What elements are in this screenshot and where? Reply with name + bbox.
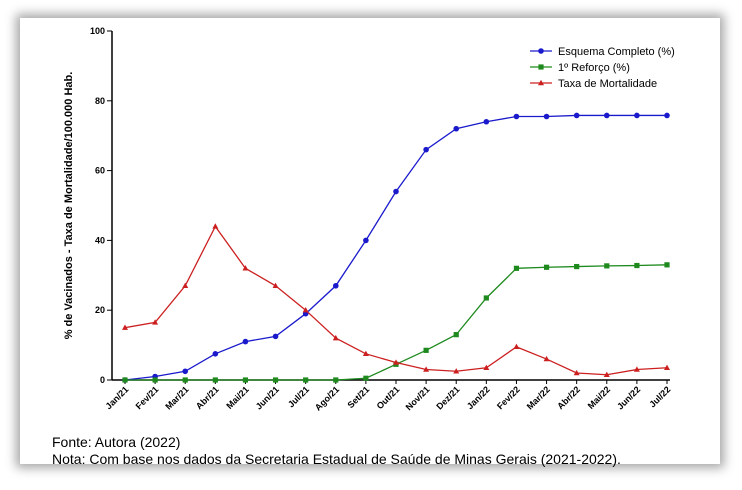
data-point bbox=[182, 282, 189, 288]
series-layer bbox=[122, 112, 670, 383]
x-tick-label: Jun/22 bbox=[615, 384, 642, 411]
x-tick-label: Fev/22 bbox=[495, 384, 522, 411]
data-point bbox=[543, 264, 550, 270]
data-point bbox=[272, 282, 279, 288]
data-point bbox=[332, 282, 339, 289]
data-point bbox=[272, 333, 279, 340]
data-point bbox=[423, 146, 429, 153]
x-tick-label: Ago/21 bbox=[313, 384, 341, 412]
x-tick-label: Abr/22 bbox=[555, 384, 582, 411]
data-point bbox=[363, 237, 369, 244]
data-point bbox=[362, 350, 369, 357]
source-note: Fonte: Autora (2022) bbox=[52, 434, 181, 450]
data-point bbox=[483, 364, 490, 370]
data-point bbox=[152, 377, 158, 383]
series-line bbox=[124, 114, 667, 381]
data-point bbox=[182, 377, 188, 383]
data-point bbox=[603, 112, 610, 119]
legend-label: 1º Reforço (%) bbox=[558, 62, 630, 74]
data-point bbox=[122, 324, 128, 330]
x-tick-label: Jan/22 bbox=[465, 384, 492, 411]
data-point bbox=[483, 295, 489, 301]
data-point bbox=[212, 351, 219, 357]
data-point bbox=[182, 368, 189, 375]
data-point bbox=[483, 118, 490, 125]
data-point bbox=[543, 113, 550, 120]
y-tick-label: 40 bbox=[95, 235, 105, 245]
data-point bbox=[513, 113, 520, 120]
data-point bbox=[423, 347, 429, 353]
x-tick-label: Jan/21 bbox=[104, 384, 131, 411]
data-point bbox=[634, 262, 640, 269]
legend-marker bbox=[538, 48, 544, 54]
y-tick-label: 60 bbox=[95, 166, 105, 176]
y-tick-label: 0 bbox=[100, 375, 105, 385]
data-point bbox=[122, 377, 128, 383]
data-point bbox=[152, 319, 159, 325]
y-axis-label: % de Vacinados - Taxa de Mortalidade/100… bbox=[63, 72, 75, 340]
data-point bbox=[513, 343, 520, 350]
data-point bbox=[423, 366, 430, 372]
legend-item: Esquema Completo (%) bbox=[530, 46, 675, 58]
x-tick-label: Out/21 bbox=[375, 384, 402, 411]
data-point bbox=[333, 377, 339, 383]
y-tick-label: 100 bbox=[90, 26, 105, 36]
x-tick-label: Abr/21 bbox=[194, 384, 221, 411]
x-tick-label: Jul/22 bbox=[647, 384, 672, 409]
legend-label: Taxa de Mortalidade bbox=[558, 78, 657, 90]
data-point bbox=[453, 125, 460, 132]
x-tick-label: Mar/22 bbox=[525, 384, 552, 411]
data-point bbox=[332, 334, 339, 341]
data-point bbox=[453, 368, 460, 374]
y-tick-label: 20 bbox=[95, 305, 105, 315]
data-point bbox=[393, 188, 399, 195]
series-line bbox=[124, 225, 668, 376]
series-3 bbox=[122, 223, 670, 377]
data-point bbox=[664, 364, 670, 370]
x-tick-label: Mai/21 bbox=[224, 384, 251, 411]
data-point bbox=[242, 377, 249, 383]
legend-item: Taxa de Mortalidade bbox=[530, 78, 657, 90]
x-tick-label: Jul/21 bbox=[286, 384, 311, 409]
data-point bbox=[272, 377, 279, 383]
x-tick-label: Jun/21 bbox=[254, 384, 281, 411]
data-point bbox=[303, 377, 309, 383]
legend-marker bbox=[538, 64, 544, 70]
data-point bbox=[212, 223, 219, 229]
data-point bbox=[513, 265, 520, 271]
data-point bbox=[212, 377, 218, 383]
data-point bbox=[634, 112, 640, 119]
data-point bbox=[302, 307, 309, 313]
x-tick-label: Nov/21 bbox=[404, 384, 432, 412]
legend-marker bbox=[538, 79, 544, 86]
legend-label: Esquema Completo (%) bbox=[558, 46, 675, 58]
x-tick-label: Set/21 bbox=[345, 384, 371, 410]
x-tick-label: Dez/21 bbox=[434, 384, 461, 411]
data-point bbox=[604, 263, 610, 269]
data-point bbox=[242, 338, 249, 345]
legend-item: 1º Reforço (%) bbox=[530, 62, 630, 74]
data-note: Nota: Com base nos dados da Secretaria E… bbox=[52, 451, 621, 467]
data-point bbox=[453, 332, 459, 338]
data-point bbox=[363, 375, 369, 381]
data-point bbox=[574, 263, 580, 270]
data-point bbox=[633, 366, 640, 372]
figure-card: 0 20 40 60 80 100 Jan/21 Fev/21 Mar/21 Abr/21 Mai/… bbox=[20, 18, 720, 467]
legend: Esquema Completo (%) 1º Reforço (%) Taxa d… bbox=[530, 46, 675, 90]
data-point bbox=[543, 355, 550, 362]
data-point bbox=[573, 112, 580, 119]
x-tick-label: Fev/21 bbox=[134, 384, 161, 411]
data-point bbox=[664, 262, 670, 268]
y-tick-label: 80 bbox=[95, 96, 105, 106]
data-point bbox=[242, 265, 249, 271]
x-tick-label: Mar/21 bbox=[163, 384, 190, 411]
data-point bbox=[664, 112, 670, 119]
x-tick-label: Mai/22 bbox=[586, 384, 613, 411]
data-point bbox=[573, 369, 580, 376]
data-point bbox=[603, 371, 610, 377]
data-point bbox=[393, 359, 399, 365]
